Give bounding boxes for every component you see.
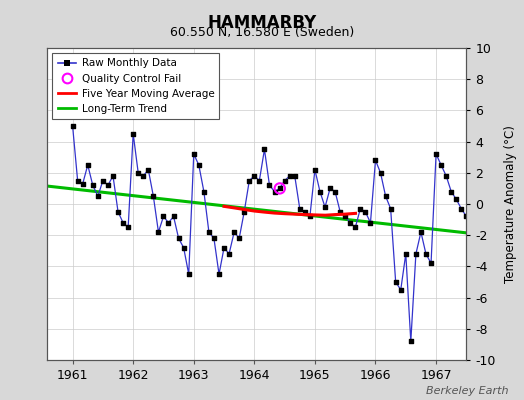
Point <box>235 235 243 242</box>
Point <box>159 213 168 220</box>
Point <box>83 162 92 168</box>
Point <box>109 173 117 179</box>
Point <box>427 260 435 266</box>
Point <box>240 209 248 215</box>
Point <box>311 166 319 173</box>
Point <box>114 209 122 215</box>
Point <box>144 166 152 173</box>
Point <box>447 188 455 195</box>
Point <box>104 182 112 188</box>
Point <box>336 209 344 215</box>
Point <box>270 188 279 195</box>
Point <box>179 244 188 251</box>
Text: Berkeley Earth: Berkeley Earth <box>426 386 508 396</box>
Point <box>477 229 486 235</box>
Point <box>487 162 496 168</box>
Point <box>381 193 390 199</box>
Point <box>89 182 97 188</box>
Point <box>165 220 173 226</box>
Point <box>149 193 158 199</box>
Point <box>190 151 198 157</box>
Point <box>139 173 147 179</box>
Point <box>417 229 425 235</box>
Point <box>346 220 354 226</box>
Point <box>401 251 410 257</box>
Point <box>457 206 465 212</box>
Point <box>230 229 238 235</box>
Point <box>276 185 284 192</box>
Point <box>69 123 77 129</box>
Point <box>407 338 415 344</box>
Point <box>184 271 193 278</box>
Point <box>124 224 133 230</box>
Point <box>276 185 284 192</box>
Point <box>432 151 440 157</box>
Point <box>255 178 264 184</box>
Point <box>134 170 143 176</box>
Point <box>467 220 476 226</box>
Point <box>372 157 380 164</box>
Point <box>482 193 490 199</box>
Point <box>442 173 451 179</box>
Point <box>260 146 269 152</box>
Point <box>305 213 314 220</box>
Point <box>301 209 309 215</box>
Point <box>462 213 471 220</box>
Point <box>296 206 304 212</box>
Point <box>200 188 208 195</box>
Point <box>169 213 178 220</box>
Point <box>316 188 324 195</box>
Point <box>280 178 289 184</box>
Point <box>391 279 400 285</box>
Point <box>174 235 183 242</box>
Point <box>472 260 481 266</box>
Point <box>366 220 375 226</box>
Point <box>341 213 350 220</box>
Point <box>99 178 107 184</box>
Point <box>119 220 127 226</box>
Point <box>129 130 137 137</box>
Point <box>290 173 299 179</box>
Text: HAMMARBY: HAMMARBY <box>208 14 316 32</box>
Point <box>225 251 233 257</box>
Point <box>94 193 102 199</box>
Point <box>286 173 294 179</box>
Point <box>210 235 218 242</box>
Point <box>351 224 359 230</box>
Legend: Raw Monthly Data, Quality Control Fail, Five Year Moving Average, Long-Term Tren: Raw Monthly Data, Quality Control Fail, … <box>52 53 220 119</box>
Point <box>361 209 369 215</box>
Point <box>326 185 334 192</box>
Point <box>452 196 461 202</box>
Point <box>437 162 445 168</box>
Point <box>331 188 339 195</box>
Y-axis label: Temperature Anomaly (°C): Temperature Anomaly (°C) <box>504 125 517 283</box>
Point <box>79 180 87 187</box>
Point <box>397 286 405 293</box>
Point <box>376 170 385 176</box>
Point <box>412 251 420 257</box>
Point <box>220 244 228 251</box>
Point <box>194 162 203 168</box>
Point <box>250 173 258 179</box>
Point <box>265 182 274 188</box>
Point <box>422 251 430 257</box>
Text: 60.550 N, 16.580 E (Sweden): 60.550 N, 16.580 E (Sweden) <box>170 26 354 39</box>
Point <box>356 206 365 212</box>
Point <box>73 178 82 184</box>
Point <box>215 271 223 278</box>
Point <box>154 229 162 235</box>
Point <box>245 178 254 184</box>
Point <box>205 229 213 235</box>
Point <box>321 204 329 210</box>
Point <box>386 206 395 212</box>
